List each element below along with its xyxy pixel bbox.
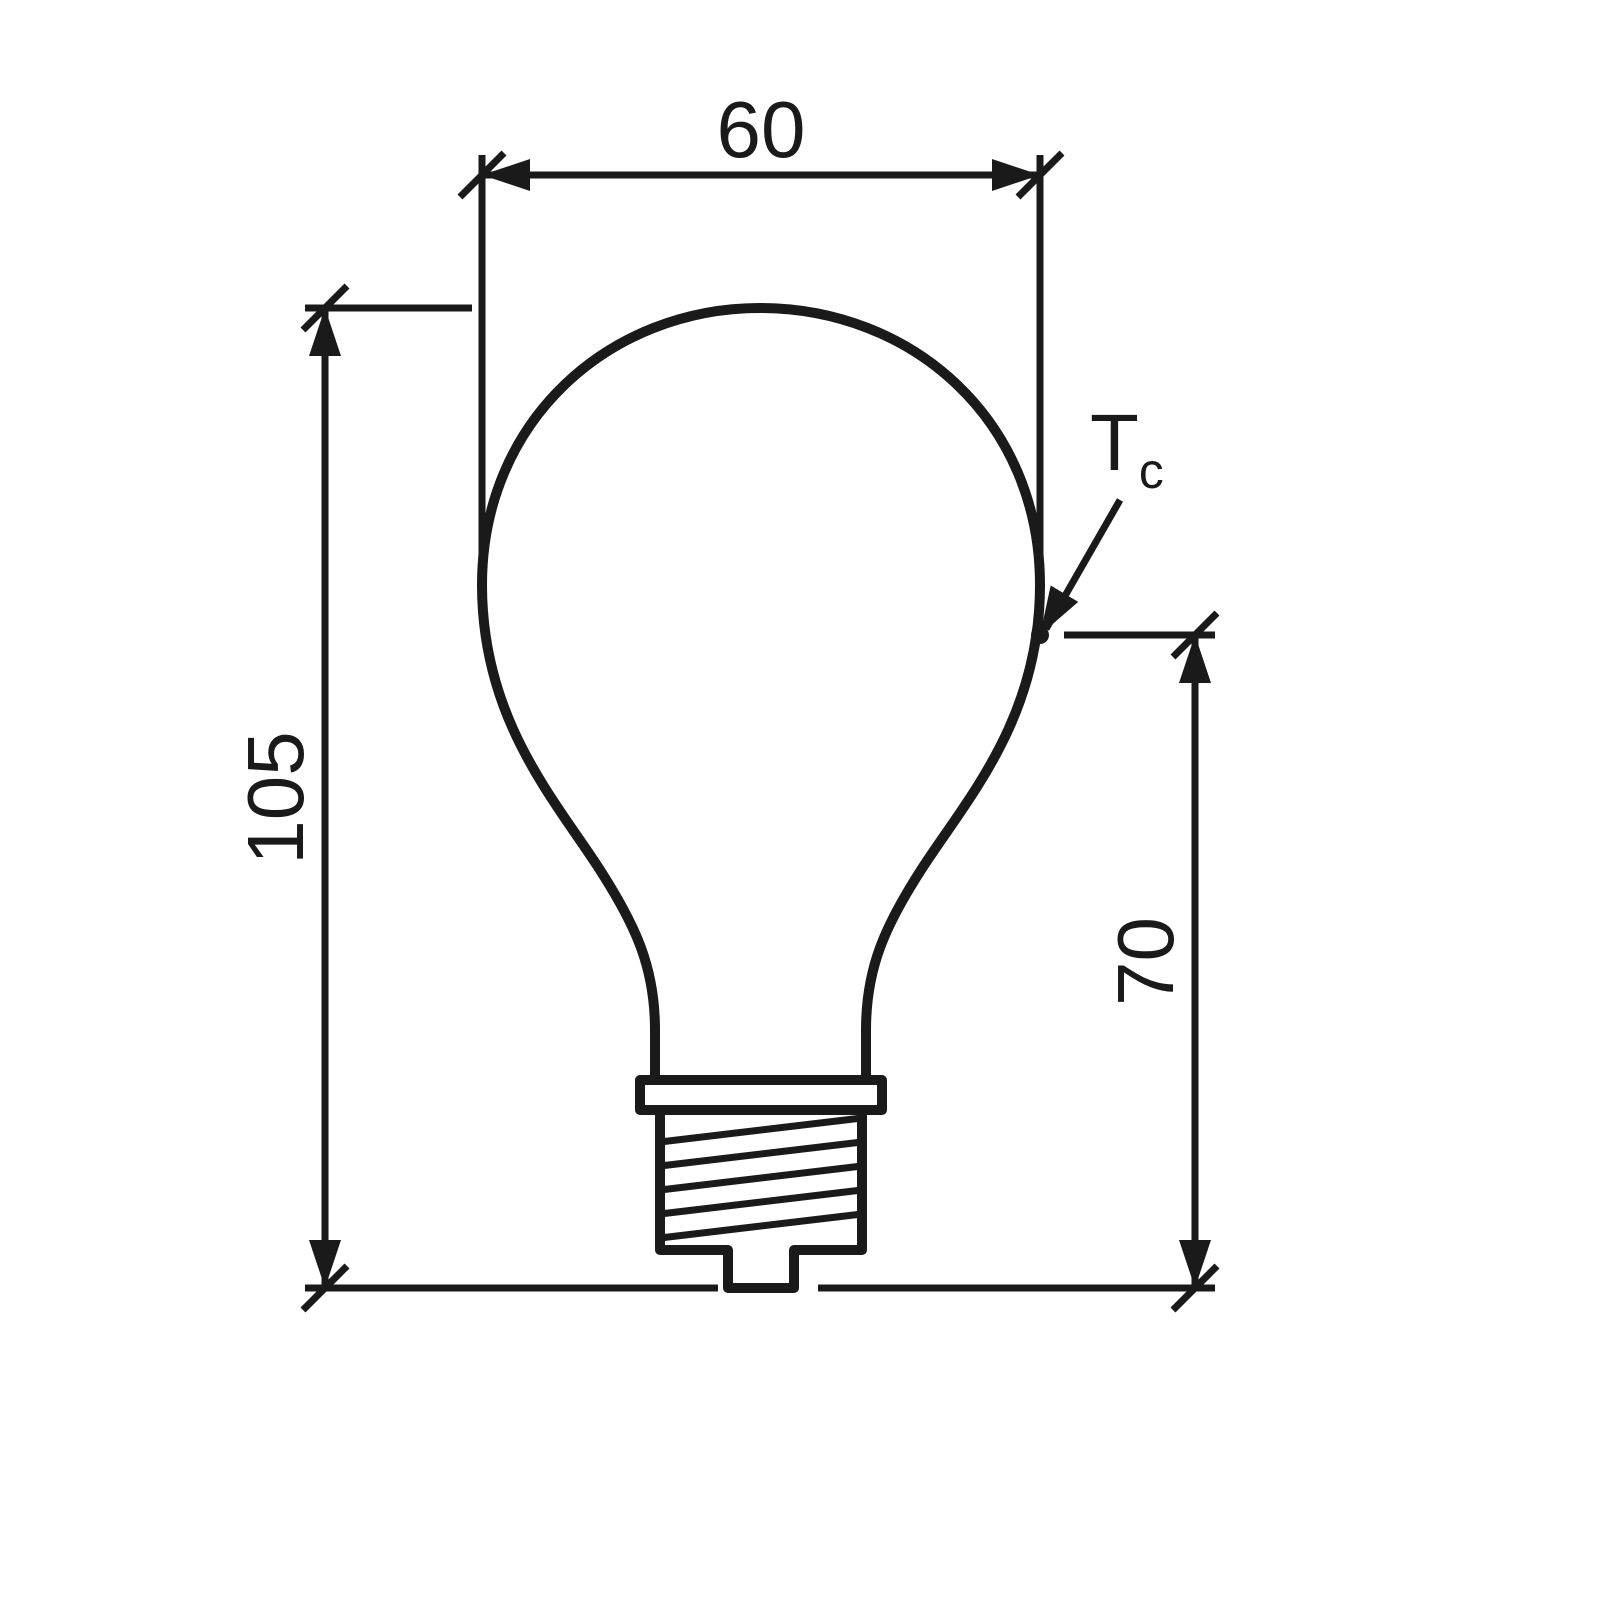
screw-thread (660, 1190, 862, 1214)
screw-thread (660, 1118, 862, 1142)
dim-label-tc: 70 (1101, 917, 1190, 1006)
bulb-glass-outline (482, 308, 1040, 1080)
tc-label: Tc (1090, 398, 1164, 499)
screw-thread (660, 1214, 862, 1238)
lightbulb-dimension-diagram: 60 105 Tc 70 (0, 0, 1600, 1600)
screw-thread (660, 1166, 862, 1190)
screw-thread (660, 1142, 862, 1166)
dim-label-width: 60 (717, 85, 806, 174)
dim-label-height: 105 (231, 731, 320, 864)
screw-collar (640, 1080, 882, 1110)
